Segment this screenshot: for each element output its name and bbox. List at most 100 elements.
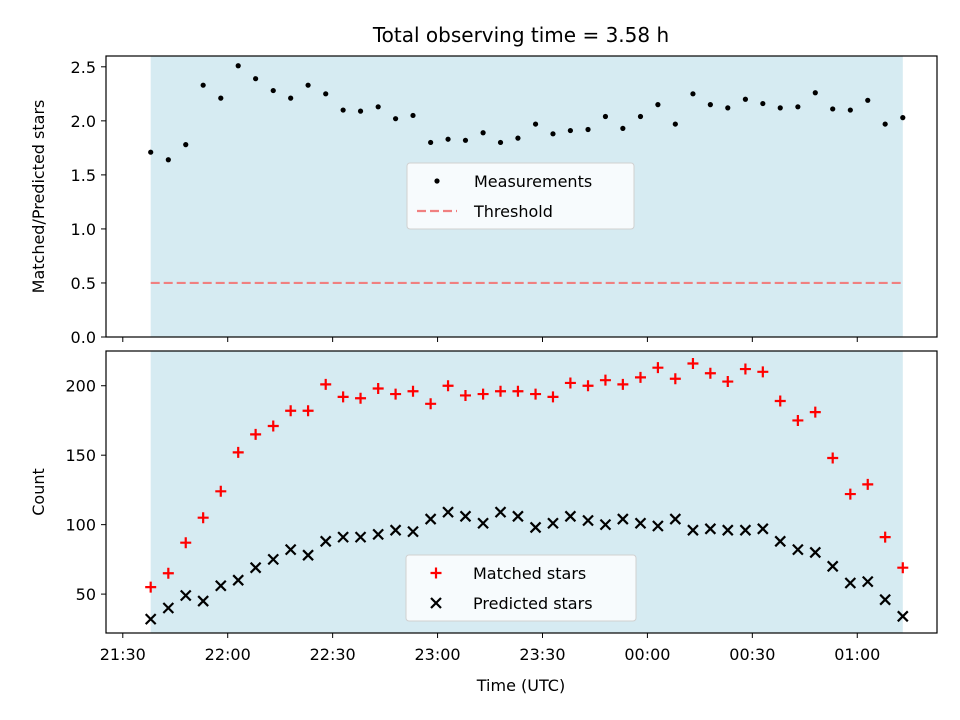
y-tick-label: 2.5 xyxy=(71,58,96,77)
measurement-point xyxy=(812,90,818,96)
predicted-star-point xyxy=(442,506,454,518)
matched-star-point xyxy=(774,395,786,407)
measurement-point xyxy=(707,102,713,108)
measurement-point xyxy=(235,63,241,69)
measurement-point xyxy=(620,125,626,132)
measurement-point xyxy=(637,113,644,120)
matched-star-point xyxy=(355,392,367,404)
y-tick-label: 0.0 xyxy=(71,328,96,347)
measurement-point xyxy=(602,113,609,120)
measurement-point xyxy=(725,105,731,111)
measurement-point xyxy=(375,104,381,110)
y-tick-label: 1.5 xyxy=(71,166,96,185)
predicted-star-point xyxy=(617,513,629,525)
matched-star-point xyxy=(792,414,804,426)
legend-label: Threshold xyxy=(473,202,553,221)
matched-star-point xyxy=(215,485,227,497)
top-panel: 0.0 0.5 1.0 1.5 2.0 2.5 Matched/Predicted star… xyxy=(29,55,938,347)
bottom-panel: 50 100 150 200 21:30 22:00 22:30 23:00 23:30 00:0… xyxy=(29,350,938,664)
predicted-star-point xyxy=(354,531,367,543)
matched-star-point xyxy=(530,388,542,400)
predicted-star-point xyxy=(809,546,822,559)
measurement-point xyxy=(830,106,836,112)
measurement-point xyxy=(480,130,486,136)
predicted-star-point xyxy=(319,535,332,548)
predicted-star-point xyxy=(792,543,804,556)
y-tick-label: 50 xyxy=(76,585,96,604)
axes-frame xyxy=(105,350,938,634)
matched-star-point xyxy=(477,388,489,400)
measurement-point xyxy=(218,95,224,101)
predicted-star-point xyxy=(302,549,314,561)
measurement-point xyxy=(428,139,434,146)
y-tick-label: 150 xyxy=(65,446,96,465)
matched-star-point xyxy=(634,371,646,383)
predicted-star-point xyxy=(407,525,419,538)
x-tick-label: 22:30 xyxy=(310,645,356,664)
measurement-point xyxy=(270,87,276,94)
predicted-star-point xyxy=(459,510,472,523)
predicted-star-point xyxy=(564,510,577,523)
predicted-star-point xyxy=(372,528,384,541)
measurement-point xyxy=(200,82,206,88)
measurement-point xyxy=(288,95,294,101)
matched-star-point xyxy=(827,452,839,464)
predicted-star-point xyxy=(232,574,244,586)
predicted-star-point xyxy=(477,517,489,530)
measurement-point xyxy=(742,96,749,102)
measurement-point xyxy=(462,137,469,143)
predicted-star-point xyxy=(284,543,297,556)
matched-star-point xyxy=(582,380,594,392)
y-tick-label: 200 xyxy=(65,377,96,396)
measurement-point xyxy=(795,104,801,110)
predicted-star-point xyxy=(424,513,437,525)
predicted-star-point xyxy=(861,575,874,588)
measurement-point xyxy=(865,97,871,103)
predicted-star-point xyxy=(144,613,157,625)
y-tick-label: 100 xyxy=(65,516,96,535)
matched-star-point xyxy=(390,388,402,400)
matched-star-point xyxy=(547,391,559,403)
measurement-point xyxy=(847,107,853,113)
predicted-star-point xyxy=(599,518,612,531)
matched-star-point xyxy=(809,406,821,418)
matched-star-point xyxy=(302,405,314,417)
matched-star-point xyxy=(407,385,419,397)
measurement-point xyxy=(392,116,399,122)
measurement-point xyxy=(183,142,189,148)
legend-marker xyxy=(430,597,442,609)
measurement-point xyxy=(690,91,696,97)
measurement-point xyxy=(305,82,311,88)
predicted-star-point xyxy=(652,520,664,532)
predicted-star-point xyxy=(179,589,192,602)
measurement-point xyxy=(323,91,329,97)
matched-star-point xyxy=(459,389,471,401)
axes-frame xyxy=(105,55,938,338)
legend-marker xyxy=(430,567,442,579)
legend-marker xyxy=(434,178,440,184)
predicted-star-point xyxy=(529,521,542,534)
predicted-star-point xyxy=(879,593,891,606)
matched-star-point xyxy=(425,398,437,410)
predicted-star-point xyxy=(547,517,559,530)
x-axis-label: Time (UTC) xyxy=(476,676,565,695)
measurement-point xyxy=(165,157,171,163)
measurement-point xyxy=(882,121,888,127)
predicted-star-point xyxy=(669,513,682,525)
y-axis-label: Count xyxy=(29,468,48,516)
matched-star-point xyxy=(897,562,909,574)
measurement-point xyxy=(567,127,573,134)
x-tick-label: 01:00 xyxy=(834,645,880,664)
measurement-point xyxy=(410,112,416,119)
legend-label: Matched stars xyxy=(473,564,586,583)
matched-star-point xyxy=(599,374,611,386)
measurement-point xyxy=(445,136,451,142)
measurement-point xyxy=(672,121,678,127)
legend-box xyxy=(406,162,635,230)
matched-star-point xyxy=(617,378,629,390)
predicted-star-point xyxy=(826,560,839,573)
matched-star-point xyxy=(722,376,734,388)
legend-label: Measurements xyxy=(474,172,592,191)
measurement-point xyxy=(900,115,906,121)
